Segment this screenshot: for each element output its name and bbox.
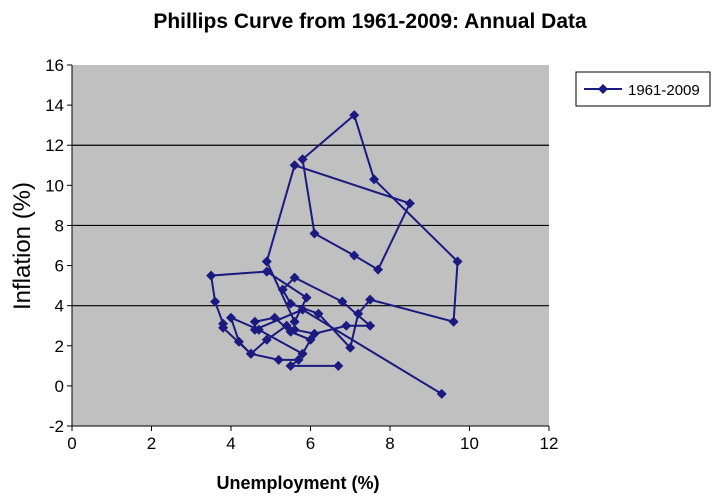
data-point — [436, 388, 447, 399]
data-point — [365, 320, 376, 331]
data-point — [269, 312, 280, 323]
data-point — [261, 256, 272, 267]
data-point — [285, 360, 296, 371]
y-tick-label: 0 — [55, 377, 64, 396]
y-tick-label: 12 — [45, 136, 64, 155]
data-point — [233, 336, 244, 347]
data-point — [289, 272, 300, 283]
data-point — [277, 284, 288, 295]
data-point — [285, 326, 296, 337]
data-point — [273, 354, 284, 365]
y-tick-label: -2 — [49, 417, 64, 436]
legend: 1961-2009 — [575, 71, 711, 107]
data-point — [261, 334, 272, 345]
plot-area — [72, 65, 549, 426]
legend-diamond-marker — [598, 84, 608, 94]
data-point — [218, 318, 229, 329]
data-point — [297, 154, 308, 165]
data-point — [369, 174, 380, 185]
data-point — [313, 308, 324, 319]
x-tick-label: 12 — [540, 434, 559, 453]
data-point — [341, 320, 352, 331]
y-axis-label: Inflation (%) — [9, 182, 36, 310]
data-point — [365, 294, 376, 305]
data-point — [349, 110, 360, 121]
data-point — [305, 334, 316, 345]
y-tick-label: 2 — [55, 337, 64, 356]
y-tick-label: 14 — [45, 96, 64, 115]
data-point — [297, 348, 308, 359]
data-point — [289, 316, 300, 327]
x-tick-label: 4 — [226, 434, 235, 453]
data-point — [289, 160, 300, 171]
data-point — [448, 316, 459, 327]
x-tick-label: 8 — [385, 434, 394, 453]
y-tick-label: 16 — [45, 56, 64, 75]
data-point — [301, 292, 312, 303]
data-point — [226, 312, 236, 323]
data-point — [353, 308, 364, 319]
x-tick-label: 10 — [460, 434, 479, 453]
data-point — [373, 264, 384, 275]
y-tick-label: 4 — [55, 297, 64, 316]
data-point — [249, 324, 260, 335]
data-point — [309, 228, 320, 239]
x-axis-label: Unemployment (%) — [216, 473, 379, 493]
data-point — [452, 256, 463, 267]
x-tick-label: 0 — [67, 434, 76, 453]
chart-title: Phillips Curve from 1961-2009: Annual Da… — [153, 10, 587, 33]
data-point — [297, 304, 308, 315]
x-tick-label: 2 — [147, 434, 156, 453]
data-point — [261, 266, 272, 277]
data-point — [249, 316, 260, 327]
y-tick-label: 8 — [55, 216, 64, 235]
data-point — [245, 348, 256, 359]
data-point — [210, 296, 221, 307]
data-point — [404, 198, 415, 209]
data-point — [333, 360, 344, 371]
data-point — [285, 298, 296, 309]
data-point — [345, 342, 356, 353]
data-point — [206, 270, 217, 281]
legend-label: 1961-2009 — [628, 82, 700, 99]
x-tick-label: 6 — [306, 434, 315, 453]
y-tick-label: 6 — [55, 257, 64, 276]
data-point — [349, 250, 360, 261]
data-point — [337, 296, 348, 307]
y-tick-label: 10 — [45, 176, 64, 195]
